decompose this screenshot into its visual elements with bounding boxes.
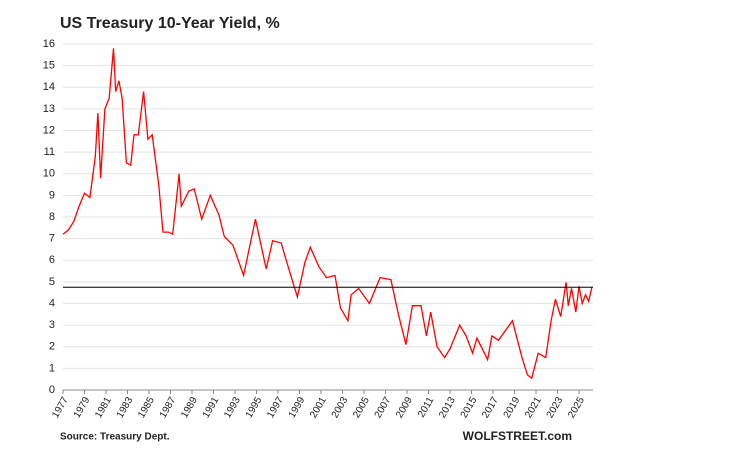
- x-tick-label: 1995: [244, 395, 265, 420]
- x-tick-label: 2007: [373, 395, 394, 420]
- x-tick-label: 2013: [437, 395, 458, 420]
- x-tick-label: 2021: [523, 395, 544, 420]
- y-tick-label: 15: [43, 60, 55, 72]
- x-tick-label: 1991: [201, 395, 222, 420]
- x-tick-label: 2023: [545, 395, 566, 420]
- y-tick-label: 12: [43, 124, 55, 136]
- y-tick-label: 8: [49, 211, 55, 223]
- x-tick-label: 1999: [287, 395, 308, 420]
- x-tick-label: 2003: [330, 395, 351, 420]
- x-tick-label: 2019: [502, 395, 523, 420]
- y-tick-label: 3: [49, 319, 55, 331]
- x-tick-label: 1987: [158, 395, 179, 420]
- x-tick-label: 1993: [222, 395, 243, 420]
- y-tick-label: 11: [44, 146, 55, 158]
- x-tick-label: 2015: [459, 395, 480, 420]
- x-tick-label: 1979: [72, 395, 93, 420]
- y-tick-label: 13: [43, 103, 55, 115]
- x-tick-label: 2025: [566, 395, 587, 420]
- chart-title: US Treasury 10-Year Yield, %: [60, 15, 280, 32]
- x-tick-label: 2009: [394, 395, 415, 420]
- x-tick-label: 2001: [308, 395, 329, 420]
- x-tick-label: 1981: [93, 395, 114, 420]
- y-tick-label: 5: [49, 276, 55, 288]
- y-tick-label: 16: [43, 38, 55, 50]
- y-tick-label: 6: [49, 254, 55, 266]
- x-tick-label: 1977: [50, 395, 71, 420]
- y-tick-label: 14: [43, 81, 55, 93]
- x-tick-label: 2017: [480, 395, 501, 420]
- yield-line: [62, 48, 593, 380]
- x-tick-label: 1997: [265, 395, 286, 420]
- y-tick-label: 10: [43, 168, 55, 180]
- y-tick-label: 7: [49, 233, 55, 245]
- y-tick-label: 0: [49, 384, 55, 396]
- y-tick-label: 9: [49, 189, 55, 201]
- x-tick-label: 1989: [179, 395, 200, 420]
- x-tick-label: 1983: [115, 395, 136, 420]
- y-tick-label: 4: [49, 297, 55, 309]
- credit: WOLFSTREET.com: [463, 429, 572, 443]
- y-tick-label: 1: [49, 362, 55, 374]
- x-tick-label: 2011: [416, 395, 436, 420]
- y-tick-label: 2: [49, 341, 55, 353]
- x-tick-label: 1985: [136, 395, 157, 420]
- x-tick-label: 2005: [351, 395, 372, 420]
- source: Source: Treasury Dept.: [60, 432, 170, 443]
